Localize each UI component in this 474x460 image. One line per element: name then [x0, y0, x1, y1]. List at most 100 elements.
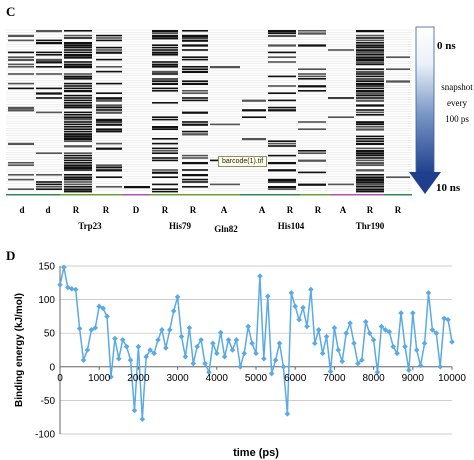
- data-point-marker: [190, 360, 197, 367]
- y-tick-label: -50: [41, 396, 56, 407]
- legend-start-label: 0 ns: [437, 40, 456, 52]
- column-code: d: [19, 205, 25, 215]
- data-point-marker: [421, 340, 428, 347]
- data-point-marker: [210, 340, 216, 347]
- data-point-marker: [304, 323, 310, 330]
- time-arrow: [409, 26, 441, 194]
- column-code: R: [189, 205, 197, 215]
- data-point-marker: [166, 327, 173, 333]
- x-tick-label: 9000: [402, 373, 425, 384]
- data-point-marker: [100, 305, 106, 312]
- data-point-marker: [355, 360, 361, 367]
- data-point-marker: [229, 347, 236, 353]
- data-point-marker: [253, 350, 259, 357]
- data-point-marker: [237, 364, 244, 370]
- x-tick-label: 6000: [284, 373, 307, 384]
- data-point-marker: [374, 369, 381, 375]
- y-tick-label: 50: [44, 329, 56, 340]
- column-code: R: [72, 205, 80, 215]
- data-point-marker: [413, 347, 420, 353]
- data-point-marker: [347, 320, 353, 326]
- data-point-marker: [159, 327, 165, 333]
- data-point-marker: [425, 290, 432, 296]
- data-point-marker: [72, 286, 79, 293]
- panel-c-label: C: [6, 4, 16, 19]
- data-point-marker: [327, 368, 334, 375]
- data-point-marker: [80, 357, 87, 363]
- data-point-marker: [214, 350, 220, 357]
- residue-label: Thr190: [355, 221, 385, 231]
- series-line: [59, 267, 453, 420]
- data-point-marker: [88, 327, 95, 333]
- y-tick-label: 0: [49, 362, 55, 373]
- data-point-marker: [249, 340, 255, 347]
- legend-line-1: snapshot: [441, 82, 473, 92]
- data-point-marker: [65, 284, 71, 291]
- barcode-heatmap: [6, 26, 441, 196]
- data-point-marker: [296, 316, 302, 323]
- column-code: R: [102, 205, 110, 215]
- x-tick-label: 7000: [323, 373, 346, 384]
- data-point-marker: [362, 318, 369, 325]
- column-code: R: [314, 205, 322, 215]
- x-tick-label: 0: [57, 373, 63, 384]
- x-tick-label: 3000: [166, 373, 189, 384]
- data-point-marker: [57, 282, 63, 288]
- binding-energy-chart: 150 100 50 0 -50 -100 0 1000 2000 3000 4000 5000 600…: [14, 262, 466, 460]
- column-code: A: [258, 205, 266, 215]
- data-point-marker: [319, 350, 326, 357]
- data-point-marker: [151, 350, 157, 357]
- y-tick-label: -100: [35, 430, 55, 441]
- column-code: A: [220, 205, 228, 215]
- data-point-marker: [194, 343, 200, 350]
- data-point-marker: [170, 308, 177, 314]
- data-point-marker: [217, 329, 224, 336]
- data-point-marker: [335, 347, 342, 353]
- x-tick-label: 8000: [362, 373, 385, 384]
- data-point-marker: [308, 286, 314, 293]
- x-axis-label: time (ps): [233, 447, 279, 459]
- data-point-marker: [178, 333, 185, 340]
- y-tick-label: 100: [38, 295, 55, 306]
- data-point-marker: [292, 303, 298, 310]
- data-point-marker: [312, 340, 318, 347]
- data-point-marker: [323, 333, 330, 340]
- data-point-marker: [61, 264, 67, 271]
- data-point-marker: [382, 327, 389, 333]
- data-point-marker: [127, 357, 134, 363]
- x-tick-label: 10000: [438, 373, 466, 384]
- data-point-marker: [202, 360, 208, 367]
- legend-line-2: every: [447, 98, 467, 108]
- data-point-marker: [300, 304, 306, 311]
- x-tick-label: 5000: [245, 373, 268, 384]
- data-point-marker: [155, 337, 161, 343]
- data-point-marker: [135, 343, 142, 350]
- data-point-marker: [108, 374, 114, 380]
- data-point-marker: [429, 327, 436, 333]
- data-point-marker: [410, 310, 416, 316]
- data-point-marker: [417, 362, 424, 369]
- data-point-marker: [264, 293, 271, 300]
- data-point-marker: [257, 273, 263, 279]
- data-point-marker: [104, 313, 110, 320]
- residue-label: His104: [277, 221, 305, 231]
- data-point-marker: [163, 345, 169, 351]
- column-code: R: [286, 205, 294, 215]
- data-point-marker: [272, 357, 279, 363]
- column-code: D: [132, 205, 140, 215]
- data-point-marker: [116, 355, 122, 362]
- data-point-marker: [241, 350, 248, 357]
- data-point-marker: [351, 340, 357, 347]
- data-point-marker: [315, 327, 322, 333]
- x-tick-label: 4000: [206, 373, 229, 384]
- column-code: R: [366, 205, 374, 215]
- data-point-marker: [449, 339, 455, 345]
- data-point-marker: [406, 367, 412, 373]
- data-point-marker: [284, 411, 291, 417]
- data-point-marker: [288, 290, 295, 296]
- column-code: A: [339, 205, 347, 215]
- data-point-marker: [398, 310, 404, 316]
- data-point-marker: [139, 416, 146, 423]
- data-point-marker: [261, 355, 267, 362]
- legend-line-3: 100 ps: [445, 114, 469, 124]
